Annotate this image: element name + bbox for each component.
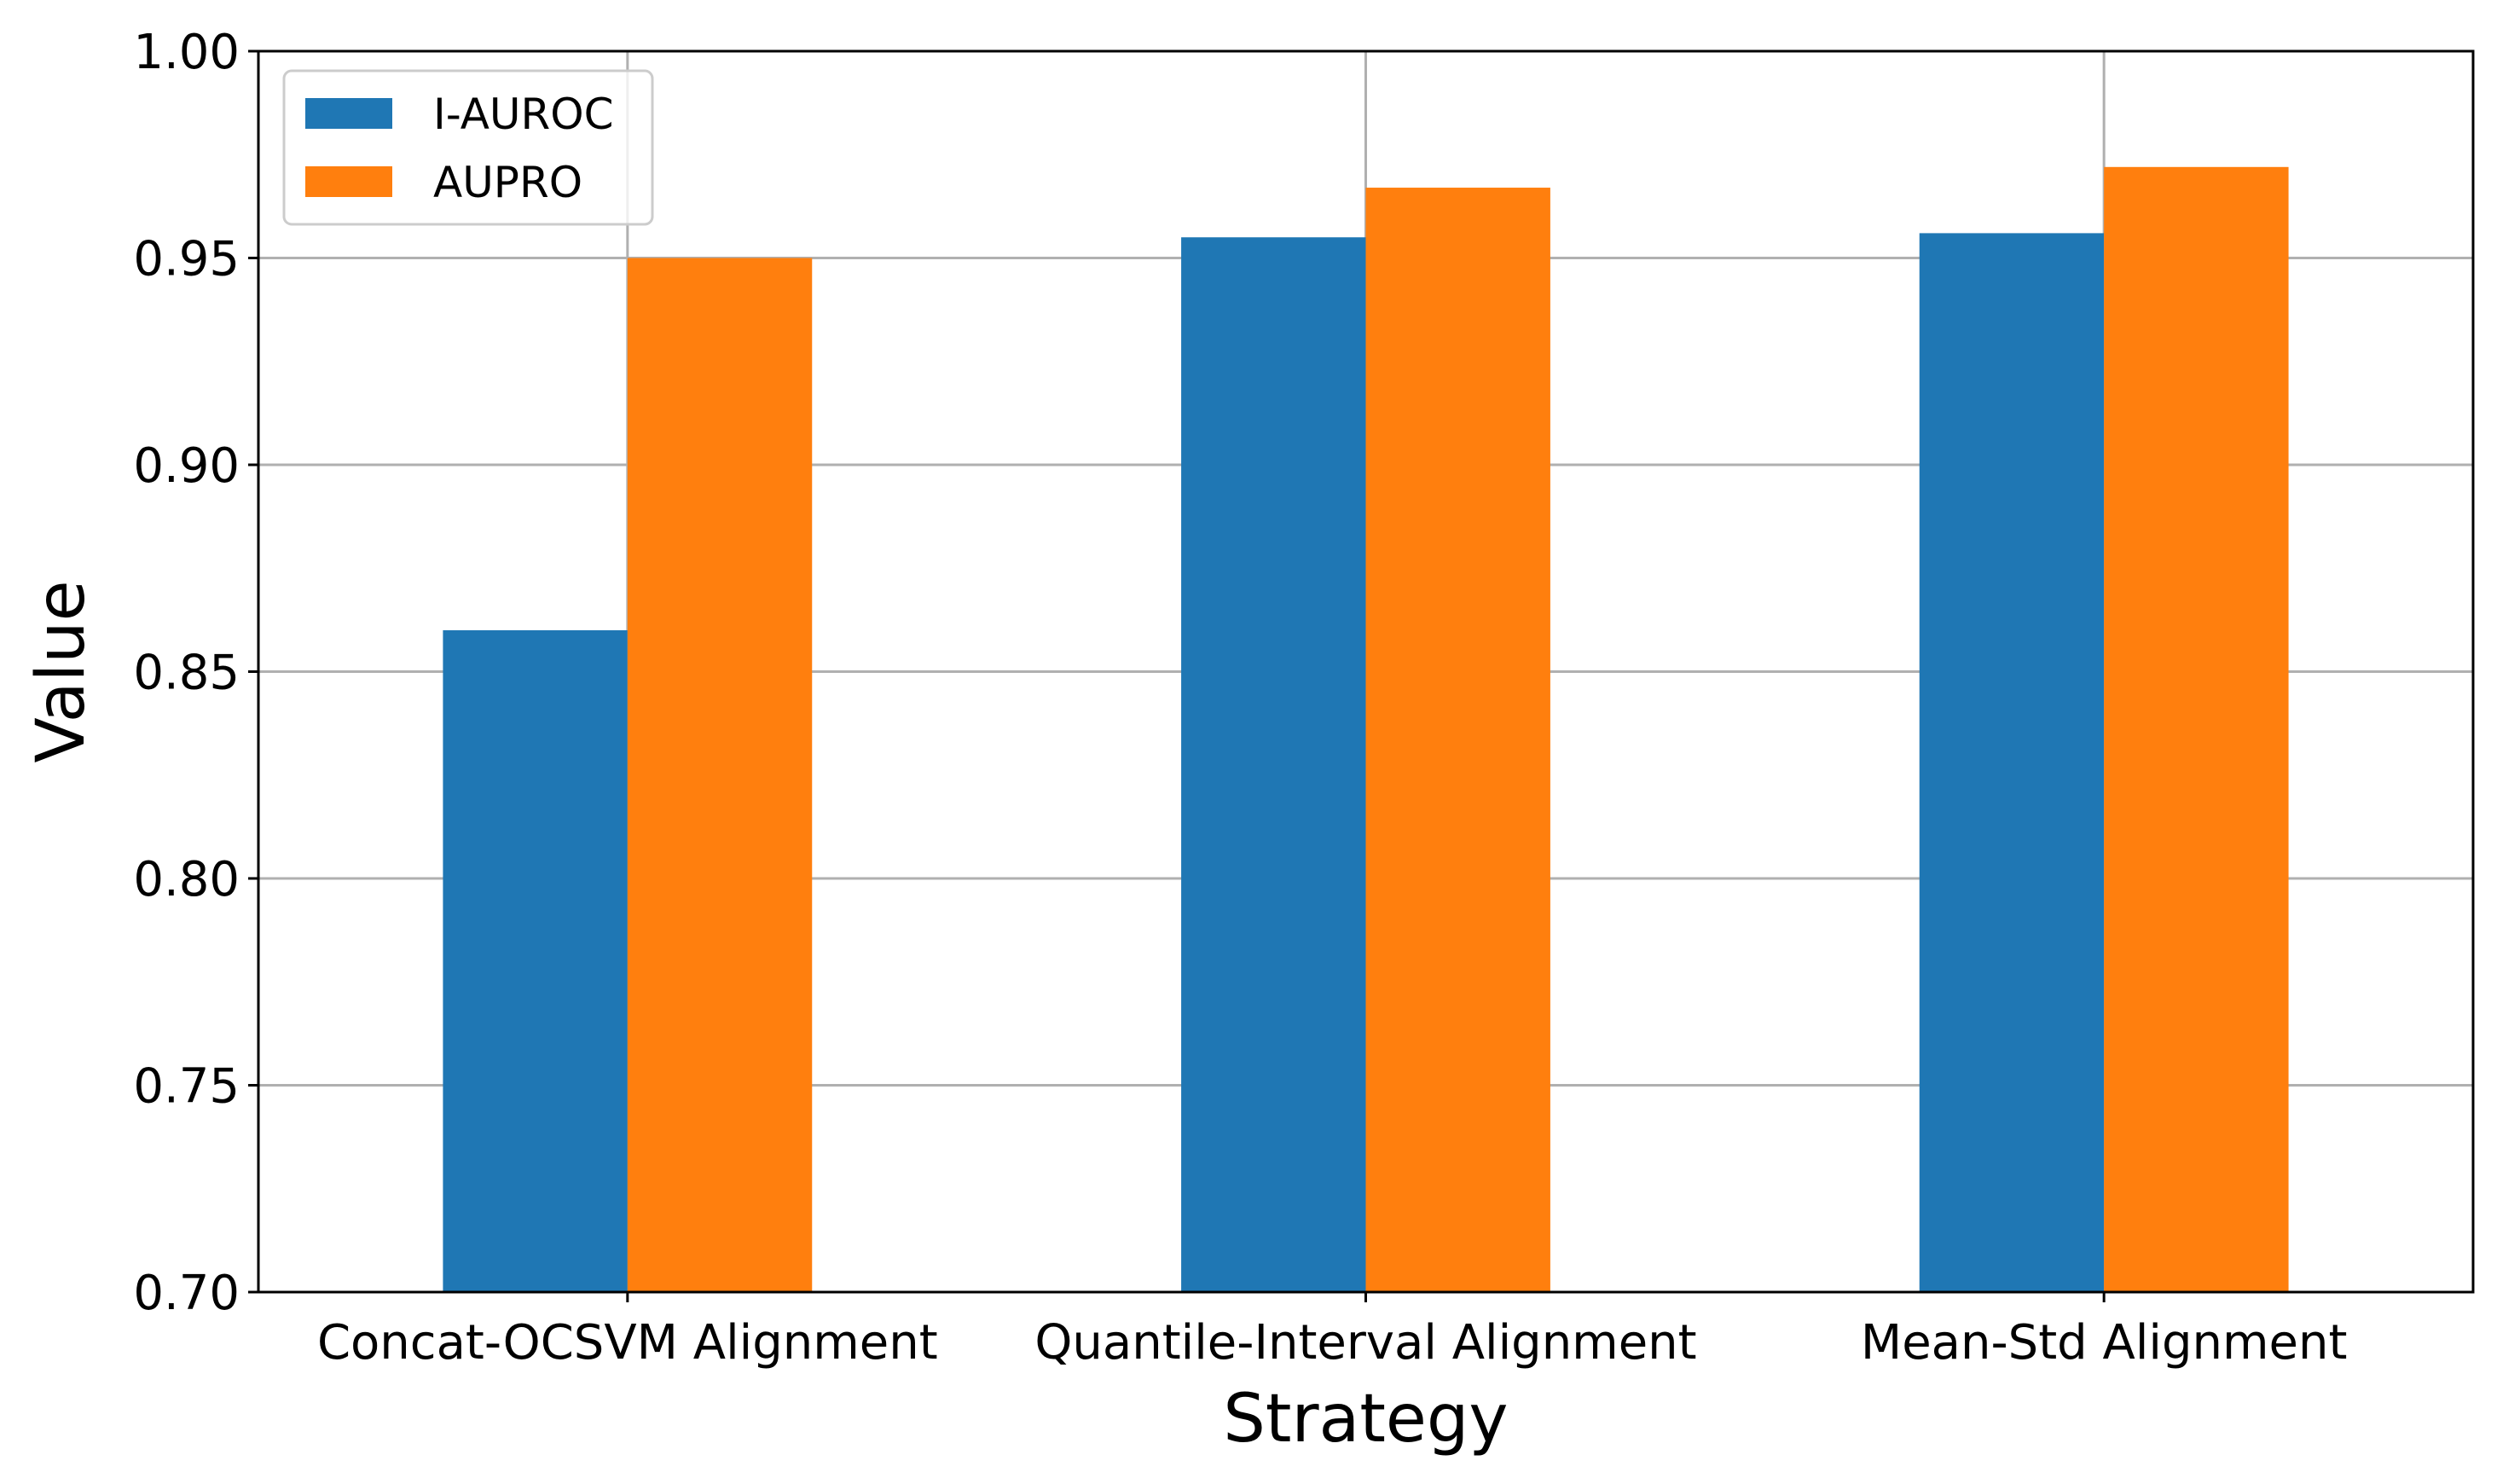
- bar-aupro: [2104, 166, 2289, 1292]
- legend-swatch-i-auroc: [305, 98, 392, 129]
- axis-ticks: 0.70 0.75 0.80 0.85 0.90 0.95 1.00 Concat-OCSVM…: [133, 25, 2347, 1371]
- bars: [443, 166, 2289, 1292]
- x-axis-title: Strategy: [1223, 1381, 1508, 1458]
- y-tick-label: 0.80: [133, 852, 240, 907]
- bar-i-auroc: [443, 630, 628, 1292]
- x-tick-label: Concat-OCSVM Alignment: [317, 1315, 938, 1371]
- x-tick-label: Mean-Std Alignment: [1861, 1315, 2348, 1371]
- y-tick-label: 0.90: [133, 438, 240, 494]
- bar-i-auroc: [1919, 233, 2105, 1292]
- x-tick-label: Quantile-Interval Alignment: [1034, 1315, 1696, 1371]
- legend-swatch-aupro: [305, 166, 392, 197]
- y-tick-label: 0.75: [133, 1059, 240, 1115]
- bar-aupro: [627, 258, 813, 1292]
- y-tick-label: 0.70: [133, 1266, 240, 1321]
- y-tick-label: 0.95: [133, 232, 240, 287]
- bar-i-auroc: [1181, 237, 1366, 1292]
- y-tick-label: 1.00: [133, 25, 240, 80]
- y-tick-label: 0.85: [133, 646, 240, 701]
- y-axis-title: Value: [23, 580, 100, 762]
- legend: I-AUROC AUPRO: [282, 69, 654, 226]
- bar-aupro: [1365, 188, 1550, 1292]
- legend-label-aupro: AUPRO: [433, 158, 582, 207]
- legend-label-i-auroc: I-AUROC: [433, 90, 614, 139]
